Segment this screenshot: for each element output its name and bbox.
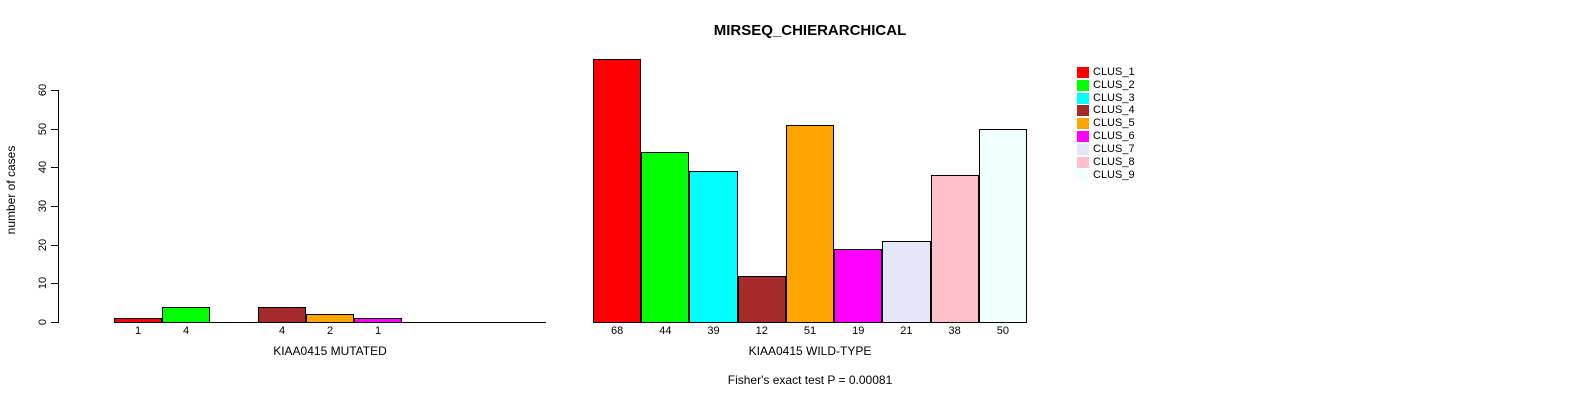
legend-item: CLUS_5: [1077, 117, 1135, 130]
y-tick-label: 30: [37, 199, 49, 213]
legend-item: CLUS_7: [1077, 143, 1135, 156]
y-axis-title: number of cases: [4, 145, 18, 235]
legend-color-swatch: [1077, 143, 1089, 155]
y-tick-mark: [51, 244, 58, 246]
legend-item: CLUS_4: [1077, 105, 1135, 118]
y-axis-line: [58, 89, 59, 323]
legend-color-swatch: [1077, 169, 1089, 181]
x-tick-label: 44: [659, 325, 672, 337]
legend-item-label: CLUS_3: [1093, 91, 1135, 104]
bar-clus_2: [162, 306, 210, 323]
legend-color-swatch: [1077, 92, 1089, 104]
y-tick-label: 60: [37, 83, 49, 97]
x-tick-label: 51: [803, 325, 817, 337]
legend-item: CLUS_2: [1077, 79, 1135, 92]
x-tick-label: 19: [852, 325, 865, 337]
bar-clus_1: [593, 59, 642, 323]
y-tick-label: 10: [37, 277, 49, 290]
x-tick-label: 2: [326, 325, 334, 337]
legend-color-swatch: [1077, 118, 1089, 130]
y-tick-label: 20: [37, 238, 49, 251]
y-tick-mark: [51, 205, 58, 207]
fisher-exact-test-annotation: Fisher's exact test P = 0.00081: [727, 373, 893, 387]
y-tick-mark: [51, 322, 58, 323]
bar-clus_2: [641, 151, 690, 323]
legend-item: CLUS_1: [1077, 66, 1135, 79]
bar-clus_6: [354, 318, 402, 323]
x-axis-title-wild-type: KIAA0415 WILD-TYPE: [748, 344, 872, 358]
chart-title: MIRSEQ_CHIERARCHICAL: [713, 22, 907, 39]
bar-clus_3: [689, 171, 738, 323]
x-tick-label: 39: [707, 325, 720, 337]
x-axis-title-mutated: KIAA0415 MUTATED: [273, 344, 387, 358]
x-tick-label: 68: [610, 325, 624, 337]
legend-item-label: CLUS_4: [1093, 104, 1135, 117]
x-tick-label: 4: [278, 325, 286, 337]
y-tick-mark: [51, 283, 58, 285]
x-tick-label: 1: [134, 325, 142, 337]
bar-clus_8: [930, 175, 979, 323]
x-tick-label: 21: [900, 325, 913, 337]
legend-item-label: CLUS_9: [1093, 168, 1135, 181]
y-tick-label: 50: [37, 122, 49, 135]
x-tick-label: 38: [948, 325, 961, 337]
bar-clus_4: [258, 306, 306, 323]
legend-item: CLUS_6: [1077, 130, 1135, 143]
y-tick-mark: [51, 167, 58, 169]
legend-item-label: CLUS_2: [1093, 78, 1135, 91]
legend-item: CLUS_9: [1077, 169, 1135, 182]
legend-item-label: CLUS_8: [1093, 155, 1135, 168]
legend-color-swatch: [1077, 66, 1089, 78]
legend-item-label: CLUS_1: [1093, 65, 1135, 78]
bar-clus_5: [306, 314, 354, 323]
bar-clus_6: [834, 248, 883, 323]
x-tick-label: 12: [755, 325, 768, 337]
legend-item-label: CLUS_5: [1093, 117, 1135, 130]
bar-clus_7: [882, 240, 931, 323]
x-tick-label: 4: [182, 325, 190, 337]
x-tick-label: 50: [996, 325, 1009, 337]
legend-color-swatch: [1077, 131, 1089, 143]
legend-item: CLUS_3: [1077, 92, 1135, 105]
legend-color-swatch: [1077, 105, 1089, 117]
legend-color-swatch: [1077, 156, 1089, 168]
legend-item-label: CLUS_7: [1093, 142, 1135, 155]
legend-item: CLUS_8: [1077, 156, 1135, 169]
y-tick-mark: [51, 89, 58, 91]
bar-clus_9: [978, 128, 1027, 323]
bar-clus_5: [785, 124, 835, 323]
y-tick-mark: [51, 128, 58, 130]
bar-clus_1: [114, 318, 162, 323]
y-tick-label: 0: [37, 318, 49, 326]
legend-item-label: CLUS_6: [1093, 130, 1135, 143]
x-tick-label: 1: [374, 325, 382, 337]
cluster-legend: CLUS_1 CLUS_2 CLUS_3 CLUS_4 CLUS_5 CLUS_6 CLUS…: [1077, 66, 1135, 182]
y-tick-label: 40: [37, 161, 49, 174]
bar-clus_4: [737, 275, 786, 323]
legend-color-swatch: [1077, 79, 1089, 91]
